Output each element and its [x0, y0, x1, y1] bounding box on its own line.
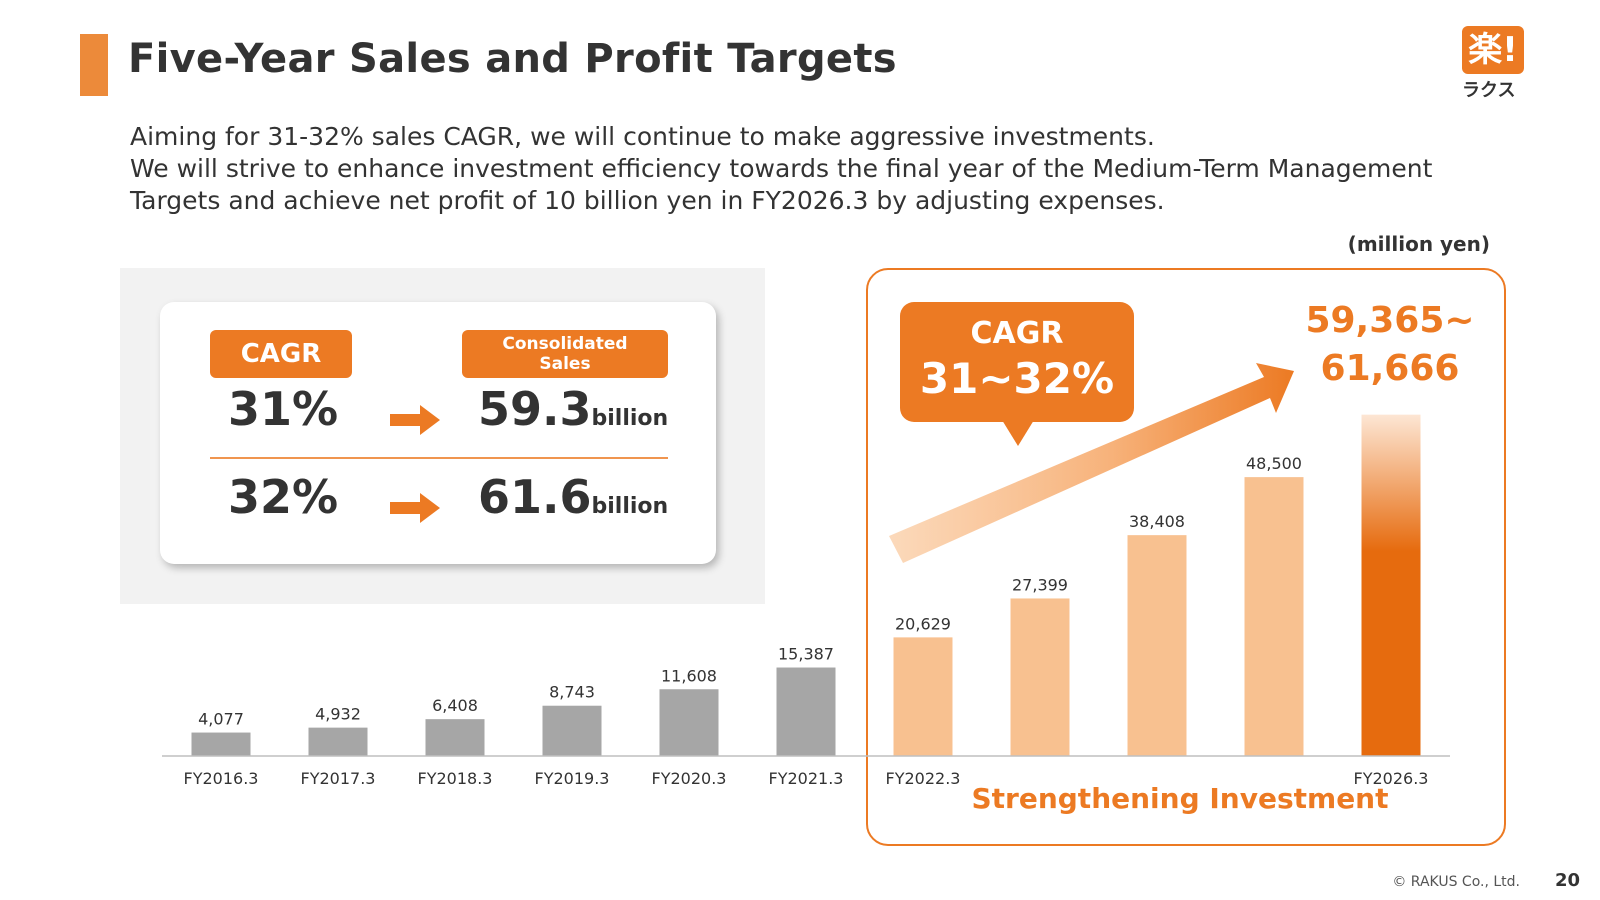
- bar-FY2022.3: [893, 637, 953, 756]
- sales-value-row-2: 61.6billion: [478, 470, 668, 524]
- logo-kana: ラクス: [1462, 80, 1516, 101]
- consolidated-sales-pill: Consolidated Sales: [462, 330, 668, 378]
- x-tick-label: FY2018.3: [418, 769, 493, 788]
- value-label: 20,629: [895, 614, 951, 633]
- right-arrow-icon: [390, 405, 440, 435]
- callout-tail: [1002, 420, 1034, 446]
- sales-value-1: 59.3: [478, 382, 592, 436]
- x-tick-label: FY2016.3: [184, 769, 259, 788]
- logo-mark: 楽!: [1462, 26, 1524, 74]
- lead-line-3: Targets and achieve net profit of 10 bil…: [130, 186, 1165, 215]
- cagr-rate-32: 32%: [227, 470, 339, 524]
- cagr-rate-31: 31%: [227, 382, 339, 436]
- sales-value-row-1: 59.3billion: [478, 382, 668, 436]
- x-tick-label: FY2017.3: [301, 769, 376, 788]
- right-arrow-icon: [390, 493, 440, 523]
- value-label: 15,387: [778, 645, 834, 664]
- strengthening-investment-label: Strengthening Investment: [971, 782, 1389, 815]
- value-label: 4,077: [198, 710, 244, 729]
- value-label: 6,408: [432, 696, 478, 715]
- x-tick-label: FY2026.3: [1354, 769, 1429, 788]
- unit-label: (million yen): [1347, 232, 1490, 256]
- bar-year-10: [1244, 477, 1304, 756]
- summary-card: CAGR Consolidated Sales 31% 59.3billion …: [160, 302, 716, 564]
- bar-FY2017.3: [308, 727, 368, 756]
- bar-FY2026.3: [1361, 414, 1421, 756]
- cagr-callout: CAGR 31~32%: [900, 302, 1134, 422]
- bar-FY2018.3: [425, 719, 485, 756]
- x-tick-label: FY2019.3: [535, 769, 610, 788]
- page-number: 20: [1554, 870, 1580, 891]
- callout-line-1: CAGR: [970, 316, 1064, 351]
- value-label: 8,743: [549, 683, 595, 702]
- value-label: 11,608: [661, 666, 717, 685]
- x-tick-label: FY2021.3: [769, 769, 844, 788]
- sales-pill-line-2: Sales: [539, 354, 591, 374]
- bar-year-9: [1127, 535, 1187, 756]
- value-label: 4,932: [315, 705, 361, 724]
- x-tick-label: FY2020.3: [652, 769, 727, 788]
- card-divider: [210, 457, 668, 459]
- value-label: 38,408: [1129, 512, 1185, 531]
- cagr-pill: CAGR: [210, 330, 352, 378]
- sales-unit-2: billion: [591, 494, 669, 519]
- investment-period-frame: [866, 268, 1506, 846]
- bar-FY2016.3: [191, 732, 251, 756]
- value-label: 27,399: [1012, 575, 1068, 594]
- bar-FY2019.3: [542, 705, 602, 756]
- bar-FY2021.3: [776, 667, 836, 756]
- x-tick-label: FY2022.3: [886, 769, 961, 788]
- page-title: Five-Year Sales and Profit Targets: [128, 36, 897, 82]
- bar-year-8: [1010, 598, 1070, 756]
- growth-arrow-icon: [889, 363, 1294, 563]
- sales-unit-1: billion: [591, 406, 669, 431]
- lead-line-1: Aiming for 31-32% sales CAGR, we will co…: [130, 122, 1155, 151]
- sales-pill-line-1: Consolidated: [502, 334, 628, 354]
- rakus-logo: 楽! ラクス: [1462, 26, 1538, 102]
- lead-line-2: We will strive to enhance investment eff…: [130, 154, 1433, 183]
- bar-FY2020.3: [659, 689, 719, 756]
- title-accent-bar: [80, 34, 108, 96]
- target-value-line-1: 59,365~: [1305, 300, 1475, 341]
- value-label: 48,500: [1246, 454, 1302, 473]
- sales-value-2: 61.6: [478, 470, 592, 524]
- target-value-line-2: 61,666: [1320, 348, 1460, 389]
- callout-line-2: 31~32%: [919, 354, 1115, 403]
- copyright: © RAKUS Co., Ltd.: [1392, 874, 1520, 890]
